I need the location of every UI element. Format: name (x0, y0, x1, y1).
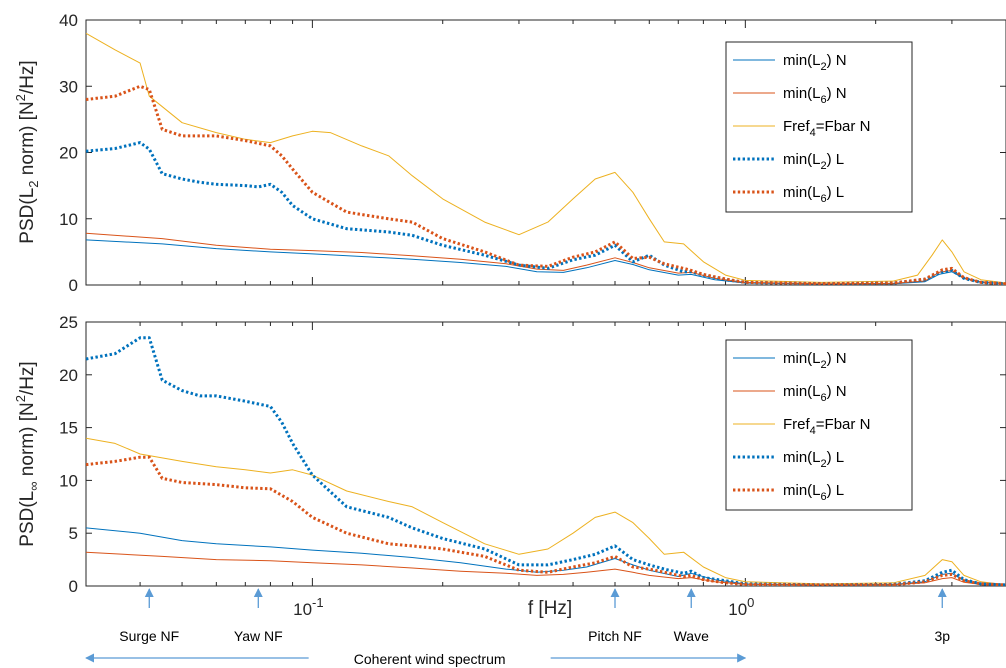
bottom-y-tick-label: 5 (69, 524, 78, 543)
bottom-legend-label: min(L2) L (783, 449, 844, 470)
top-y-axis-label: PSD(L2 norm) [N2/Hz] (13, 60, 41, 243)
bottom-series-min-L6-L (86, 455, 1006, 586)
bottom-y-tick-label: 25 (59, 313, 78, 332)
bottom-legend-label: min(L2) N (783, 350, 847, 371)
x-tick-label: 10-1 (293, 595, 323, 619)
top-series-min-L6-L (86, 84, 1006, 285)
coherent-band-label: Coherent wind spectrum (354, 651, 506, 667)
x-tick-label: 100 (728, 595, 754, 619)
top-y-axis: 0 10 20 30 40 (59, 11, 1006, 295)
bottom-y-tick-label: 15 (59, 419, 78, 438)
bottom-series-min-L6-N (86, 551, 1006, 586)
top-legend-label: min(L2) L (783, 151, 844, 172)
bottom-y-tick-label: 0 (69, 577, 78, 596)
bottom-x-axis-label: f [Hz] (528, 598, 572, 619)
top-legend-label: min(L6) L (783, 184, 844, 205)
bottom-legend-label: min(L6) N (783, 383, 847, 404)
top-legend-box (725, 41, 913, 213)
coherent-band-label-bg (308, 648, 551, 668)
top-y-tick-label: 20 (59, 144, 78, 163)
top-y-tick-label: 30 (59, 77, 78, 96)
annotation-label: Pitch NF (588, 628, 642, 644)
bottom-legend-label: Fref4=Fbar N (783, 416, 870, 437)
annotation-label: Yaw NF (234, 628, 283, 644)
bottom-y-tick-label: 10 (59, 471, 78, 490)
top-legend-label: min(L6) N (783, 85, 847, 106)
bottom-legend-label: min(L6) L (783, 482, 844, 503)
bottom-y-axis: 0 5 10 15 20 25 (59, 313, 1006, 596)
bottom-series-lines (86, 336, 1006, 586)
top-y-tick-label: 0 (69, 276, 78, 295)
bottom-y-axis-label: PSD(L∞ norm) [N2/Hz] (13, 361, 41, 546)
top-y-tick-label: 40 (59, 11, 78, 30)
bottom-legend: min(L2) N min(L6) N Fref4=Fbar N min(L2) L m… (725, 339, 913, 511)
annotation-label: 3p (934, 628, 950, 644)
top-legend-label: Fref4=Fbar N (783, 118, 870, 139)
bottom-x-axis: 10-1 100 (85, 322, 1006, 619)
frequency-annotations: Surge NF Yaw NF Pitch NF Wave 3p Coherent win… (85, 588, 950, 668)
top-legend-label: min(L2) N (783, 52, 847, 73)
bottom-y-tick-label: 20 (59, 366, 78, 385)
annotation-label: Wave (674, 628, 709, 644)
bottom-legend-box (725, 339, 913, 511)
bottom-series-fref-N (86, 437, 1006, 586)
top-y-tick-label: 10 (59, 210, 78, 229)
top-series-lines (86, 32, 1006, 285)
top-panel: 0 10 20 30 40 PSD(L2 norm) [N2/Hz] min(L2) N… (13, 11, 1006, 295)
top-x-axis (85, 20, 1006, 285)
annotation-label: Surge NF (119, 628, 179, 644)
bottom-series-min-L2-L (86, 336, 1006, 586)
top-legend: min(L2) N min(L6) N Fref4=Fbar N min(L2) L m… (725, 41, 913, 213)
